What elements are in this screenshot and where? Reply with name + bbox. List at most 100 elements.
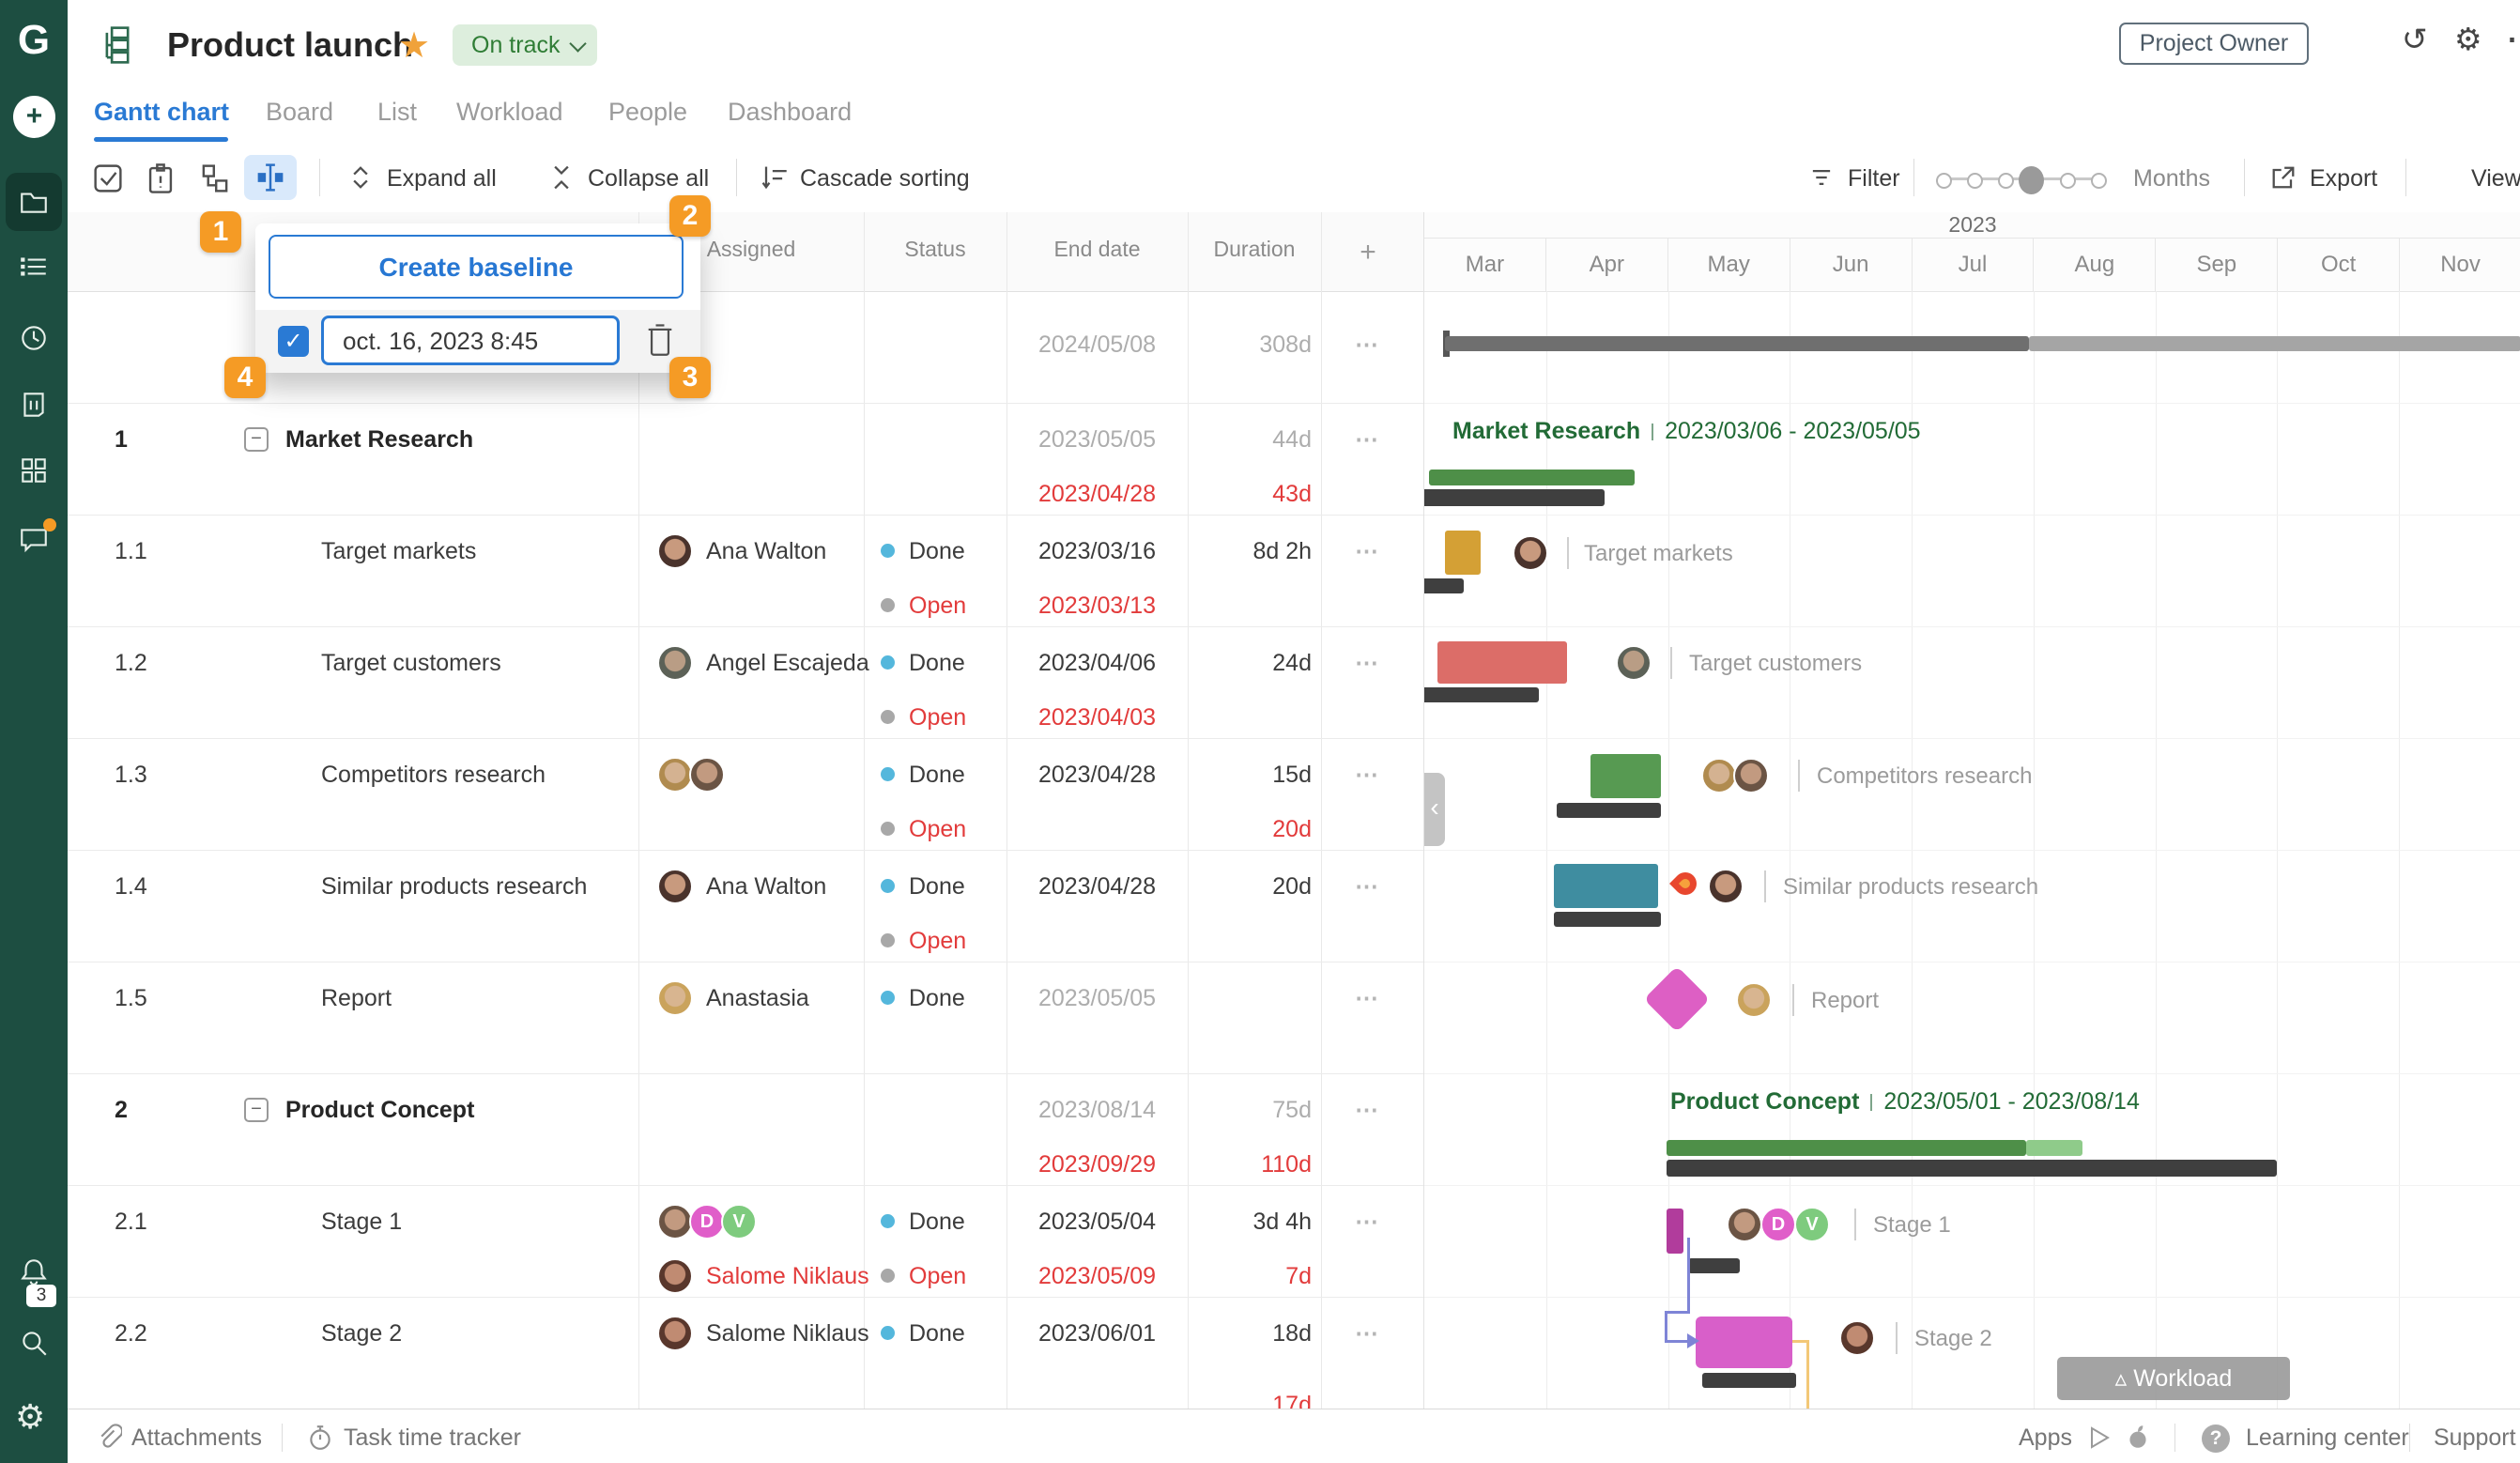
- app-logo[interactable]: G: [17, 17, 51, 63]
- table-row-1-1[interactable]: 1.1 Target markets Ana Walton Done Open …: [68, 515, 1423, 627]
- table-row-1-5[interactable]: 1.5 Report Anastasia Done 2023/05/05 ⋯: [68, 962, 1423, 1074]
- projects-folder-icon[interactable]: [18, 186, 50, 218]
- help-question-icon[interactable]: ?: [2202, 1424, 2230, 1453]
- search-icon[interactable]: [18, 1327, 50, 1359]
- task-list-icon[interactable]: [18, 251, 50, 283]
- cascade-sorting-icon[interactable]: [759, 162, 789, 192]
- tab-people[interactable]: People: [608, 98, 688, 126]
- workload-toggle-button[interactable]: ▵ Workload: [2057, 1357, 2290, 1400]
- zoom-slider-stop[interactable]: [1967, 173, 1983, 189]
- delete-baseline-icon[interactable]: [644, 321, 676, 357]
- cascade-sorting-button[interactable]: Cascade sorting: [800, 165, 970, 192]
- row-menu-button[interactable]: ⋯: [1355, 538, 1381, 564]
- attachments-link[interactable]: Attachments: [131, 1424, 262, 1451]
- row-menu-button[interactable]: ⋯: [1355, 426, 1381, 453]
- row-menu-button[interactable]: ⋯: [1355, 762, 1381, 788]
- google-play-icon[interactable]: [2086, 1424, 2113, 1451]
- collapse-group-icon[interactable]: −: [244, 1098, 269, 1122]
- row-menu-button[interactable]: ⋯: [1355, 331, 1381, 358]
- create-project-button[interactable]: +: [13, 96, 55, 138]
- settings-gear-icon[interactable]: ⚙: [15, 1397, 46, 1436]
- table-row-2[interactable]: 2 − Product Concept 2023/08/14 75d 2023/…: [68, 1073, 1423, 1186]
- zoom-slider-stop[interactable]: [2091, 173, 2107, 189]
- task-bar-stage-1[interactable]: [1667, 1209, 1683, 1254]
- apps-grid-icon[interactable]: [18, 454, 50, 486]
- task-name[interactable]: Target markets: [321, 538, 477, 564]
- task-checkbox-icon[interactable]: [92, 162, 124, 194]
- table-row-1-2[interactable]: 1.2 Target customers Angel Escajeda Done…: [68, 626, 1423, 739]
- baseline-checkbox[interactable]: ✓: [278, 326, 309, 357]
- column-assigned[interactable]: Assigned: [706, 237, 796, 261]
- tab-board[interactable]: Board: [266, 98, 334, 126]
- group-bar-market-research[interactable]: [1429, 470, 1635, 485]
- view-button[interactable]: View: [2471, 165, 2520, 192]
- export-button[interactable]: Export: [2310, 165, 2378, 192]
- project-owner-button[interactable]: Project Owner: [2119, 23, 2309, 65]
- tab-list[interactable]: List: [377, 98, 418, 126]
- collapse-group-icon[interactable]: −: [244, 427, 269, 452]
- more-options-icon[interactable]: ⋯: [2507, 21, 2520, 57]
- add-column-button[interactable]: +: [1360, 237, 1376, 268]
- task-bar-stage-2[interactable]: [1696, 1317, 1792, 1368]
- table-row-2-2[interactable]: 2.2 Stage 2 Salome Niklaus Done 2023/06/…: [68, 1297, 1423, 1409]
- table-row-1-3[interactable]: 1.3 Competitors research Done Open 2023/…: [68, 738, 1423, 851]
- task-bar-target-markets[interactable]: [1445, 531, 1481, 575]
- project-status-dropdown[interactable]: On track: [453, 24, 598, 66]
- task-bar-target-customers[interactable]: [1437, 641, 1567, 684]
- critical-path-icon[interactable]: [199, 162, 231, 194]
- project-summary-bar-done[interactable]: [1445, 336, 2029, 351]
- table-row-1[interactable]: 1 − Market Research 2023/05/05 44d 2023/…: [68, 403, 1423, 516]
- task-time-tracker-link[interactable]: Task time tracker: [344, 1424, 521, 1451]
- task-name[interactable]: Report: [321, 985, 392, 1011]
- group-bar-product-concept-done[interactable]: [1667, 1140, 2026, 1156]
- milestone-diamond[interactable]: [1643, 965, 1711, 1033]
- table-row-project[interactable]: 2024/05/08 308d ⋯: [68, 291, 1423, 404]
- task-name[interactable]: Competitors research: [321, 762, 545, 788]
- column-duration[interactable]: Duration: [1213, 237, 1296, 261]
- row-menu-button[interactable]: ⋯: [1355, 985, 1381, 1011]
- column-status[interactable]: Status: [904, 237, 966, 261]
- expand-all-button[interactable]: Expand all: [387, 165, 497, 192]
- zoom-slider-stop[interactable]: [1936, 173, 1952, 189]
- bell-icon[interactable]: [18, 1256, 50, 1288]
- support-link[interactable]: Support: [2434, 1424, 2516, 1451]
- zoom-slider-handle[interactable]: [2019, 166, 2044, 194]
- overdue-tasks-icon[interactable]: [145, 162, 177, 194]
- export-icon[interactable]: [2268, 162, 2298, 192]
- filter-button[interactable]: Filter: [1848, 165, 1900, 192]
- baseline-icon[interactable]: [254, 162, 286, 193]
- task-name[interactable]: Product Concept: [285, 1097, 475, 1123]
- tab-gantt-chart[interactable]: Gantt chart: [94, 98, 230, 126]
- table-row-1-4[interactable]: 1.4 Similar products research Ana Walton…: [68, 850, 1423, 962]
- group-bar-product-concept-remaining[interactable]: [2026, 1140, 2082, 1156]
- task-bar-similar-products[interactable]: [1554, 864, 1658, 908]
- history-clock-icon[interactable]: [18, 322, 50, 354]
- row-menu-button[interactable]: ⋯: [1355, 650, 1381, 676]
- reports-icon[interactable]: [18, 389, 50, 421]
- row-menu-button[interactable]: ⋯: [1355, 1209, 1381, 1235]
- project-summary-bar-remaining[interactable]: [2029, 336, 2520, 351]
- column-end-date[interactable]: End date: [1053, 237, 1141, 261]
- row-menu-button[interactable]: ⋯: [1355, 1097, 1381, 1123]
- tab-dashboard[interactable]: Dashboard: [728, 98, 853, 126]
- learning-center-link[interactable]: Learning center: [2246, 1424, 2409, 1451]
- expand-all-icon[interactable]: [346, 162, 376, 192]
- task-name[interactable]: Similar products research: [321, 873, 588, 900]
- task-name[interactable]: Market Research: [285, 426, 474, 453]
- baseline-date-input[interactable]: oct. 16, 2023 8:45: [321, 316, 620, 365]
- filter-icon[interactable]: [1806, 162, 1836, 192]
- task-bar-competitors-research[interactable]: [1590, 754, 1661, 798]
- create-baseline-button[interactable]: Create baseline: [269, 235, 684, 299]
- zoom-slider-stop[interactable]: [1998, 173, 2014, 189]
- task-name[interactable]: Target customers: [321, 650, 501, 676]
- history-icon[interactable]: ↺: [2402, 22, 2428, 56]
- table-collapse-handle[interactable]: ‹: [1424, 773, 1445, 846]
- table-row-2-1[interactable]: 2.1 Stage 1 D V Salome Niklaus Done Open…: [68, 1185, 1423, 1298]
- apps-link[interactable]: Apps: [2019, 1424, 2072, 1451]
- task-name[interactable]: Stage 1: [321, 1209, 403, 1235]
- apple-icon[interactable]: [2124, 1423, 2152, 1451]
- chat-icon[interactable]: [18, 523, 50, 555]
- favorite-star-icon[interactable]: ★: [398, 26, 431, 66]
- row-menu-button[interactable]: ⋯: [1355, 873, 1381, 900]
- collapse-all-button[interactable]: Collapse all: [588, 165, 710, 192]
